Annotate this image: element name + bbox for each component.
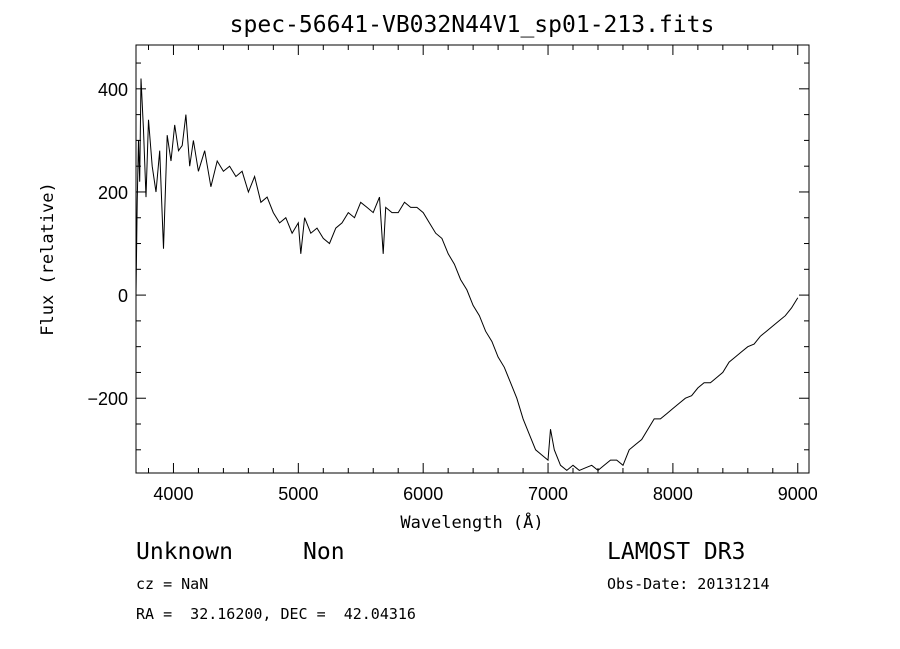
x-tick-label: 5000 <box>278 484 318 504</box>
spectrum-series-line <box>135 78 799 472</box>
y-tick-label: 200 <box>98 183 128 203</box>
x-tick-label: 4000 <box>153 484 193 504</box>
object-type-label: Unknown <box>136 539 233 565</box>
y-tick-label: −200 <box>87 389 128 409</box>
x-tick-label: 9000 <box>778 484 818 504</box>
redshift-label: cz = NaN <box>136 575 208 593</box>
y-tick-label: 0 <box>118 286 128 306</box>
x-axis-label: Wavelength (Å) <box>400 511 543 533</box>
x-axis-ticks: 4000 5000 6000 7000 8000 9000 <box>147 45 818 504</box>
y-axis-label: Flux (relative) <box>38 182 58 336</box>
x-tick-label: 7000 <box>528 484 568 504</box>
y-axis-ticks: −200 0 200 400 <box>87 62 809 451</box>
chart-title: spec-56641-VB032N44V1_sp01-213.fits <box>230 12 715 38</box>
coordinates-label: RA = 32.16200, DEC = 42.04316 <box>136 605 416 623</box>
x-tick-label: 6000 <box>403 484 443 504</box>
object-class-label: Non <box>303 539 345 565</box>
obs-date-label: Obs-Date: 20131214 <box>607 575 770 593</box>
plot-frame <box>135 44 810 474</box>
x-tick-label: 8000 <box>653 484 693 504</box>
survey-label: LAMOST DR3 <box>607 539 745 565</box>
y-tick-label: 400 <box>98 80 128 100</box>
